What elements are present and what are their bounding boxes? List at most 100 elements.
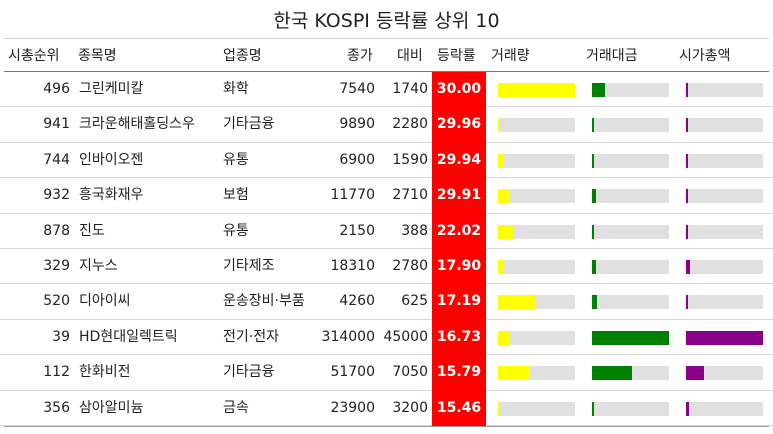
rank-cell: 878 — [43, 222, 70, 239]
rate-cell: 16.73 — [432, 319, 486, 356]
volume-bar — [498, 366, 575, 381]
close-price-cell: 18310 — [330, 257, 375, 274]
rank-cell: 520 — [43, 293, 70, 310]
sector-cell: 기타제조 — [223, 257, 275, 274]
rate-value: 15.79 — [436, 364, 482, 381]
table-title: 한국 KOSPI 등락률 상위 10 — [273, 10, 500, 32]
stock-name-cell: 디아이씨 — [79, 293, 131, 310]
mcap-bar — [686, 189, 763, 204]
mcap-bar — [686, 224, 763, 239]
volume-bar-fill — [498, 295, 535, 310]
amount-bar — [592, 224, 669, 239]
amount-bar — [592, 153, 669, 168]
sector-cell: 화학 — [223, 81, 249, 97]
close-price-cell: 6900 — [339, 151, 375, 168]
col-header-rate[interactable]: 등락률 — [437, 48, 476, 64]
mcap-bar — [686, 295, 763, 310]
rate-value: 16.73 — [436, 328, 482, 345]
stock-name-cell: 삼아알미늄 — [79, 399, 144, 416]
close-price-cell: 11770 — [330, 187, 375, 204]
rate-value: 17.90 — [436, 257, 482, 274]
volume-bar-fill — [498, 224, 513, 239]
amount-bar — [592, 401, 669, 416]
change-cell: 625 — [401, 293, 428, 310]
col-header-close[interactable]: 종가 — [347, 48, 373, 64]
volume-bar — [498, 401, 575, 416]
table-row[interactable]: 39 HD현대일렉트릭 전기·전자 314000 45000 16.73 — [0, 319, 773, 356]
stock-name-cell: 흥국화재우 — [79, 187, 144, 204]
sector-cell: 금속 — [223, 399, 249, 416]
amount-bar-fill — [592, 366, 632, 381]
table-bottom-border — [4, 426, 769, 427]
table-row[interactable]: 520 디아이씨 운송장비·부품 4260 625 17.19 — [0, 284, 773, 320]
amount-bar — [592, 295, 669, 310]
stock-name-cell: 인바이오젠 — [79, 151, 144, 168]
change-cell: 45000 — [383, 328, 428, 345]
rate-value: 22.02 — [436, 222, 482, 239]
volume-bar-fill — [498, 330, 510, 345]
mcap-bar — [686, 118, 763, 133]
sector-cell: 전기·전자 — [223, 328, 279, 345]
rank-cell: 941 — [43, 116, 70, 133]
amount-bar — [592, 189, 669, 204]
mcap-bar-fill — [686, 366, 704, 381]
mcap-bar-fill — [686, 153, 688, 168]
col-header-volume[interactable]: 거래량 — [491, 48, 530, 64]
table-row[interactable]: 112 한화비전 기타금융 51700 7050 15.79 — [0, 355, 773, 391]
volume-bar-fill — [498, 83, 575, 97]
rate-cell: 15.46 — [432, 390, 486, 426]
table-header: 시총순위 종목명 업종명 종가 대비 등락률 거래량 거래대금 시가총액 — [0, 40, 773, 70]
change-cell: 1590 — [392, 151, 428, 168]
volume-bar — [498, 224, 575, 239]
rank-cell: 496 — [43, 81, 70, 97]
close-price-cell: 2150 — [339, 222, 375, 239]
col-header-sector[interactable]: 업종명 — [223, 48, 262, 64]
table-row[interactable]: 878 진도 유통 2150 388 22.02 — [0, 213, 773, 249]
close-price-cell: 4260 — [339, 293, 375, 310]
col-header-rank[interactable]: 시총순위 — [8, 48, 60, 64]
stock-name-cell: 진도 — [79, 222, 105, 239]
rate-cell: 29.94 — [432, 142, 486, 179]
mcap-bar-fill — [686, 401, 689, 416]
table-row[interactable]: 941 크라운해태홀딩스우 기타금융 9890 2280 29.96 — [0, 107, 773, 143]
volume-bar — [498, 295, 575, 310]
table-row[interactable]: 744 인바이오젠 유통 6900 1590 29.94 — [0, 142, 773, 179]
amount-bar-fill — [592, 295, 597, 310]
amount-bar — [592, 83, 669, 97]
table-row[interactable]: 329 지누스 기타제조 18310 2780 17.90 — [0, 248, 773, 285]
rate-cell: 30.00 — [432, 72, 486, 108]
rate-value: 29.96 — [436, 116, 482, 133]
rate-value: 29.91 — [436, 187, 482, 204]
amount-bar-fill — [592, 83, 605, 97]
col-header-name[interactable]: 종목명 — [78, 48, 117, 64]
col-header-change[interactable]: 대비 — [397, 48, 423, 64]
rank-cell: 356 — [43, 399, 70, 416]
sector-cell: 유통 — [223, 222, 249, 239]
table-body: 496 그린케미칼 화학 7540 1740 30.00 941 크라운해태홀딩스우 기타금융 9… — [0, 72, 773, 426]
rate-cell: 29.96 — [432, 107, 486, 143]
close-price-cell: 9890 — [339, 116, 375, 133]
amount-bar — [592, 118, 669, 133]
rank-cell: 744 — [43, 151, 70, 168]
change-cell: 2780 — [392, 257, 428, 274]
amount-bar — [592, 366, 669, 381]
close-price-cell: 51700 — [330, 364, 375, 381]
sector-cell: 운송장비·부품 — [223, 293, 305, 310]
amount-bar — [592, 330, 669, 345]
table-row[interactable]: 932 흥국화재우 보험 11770 2710 29.91 — [0, 178, 773, 214]
rank-cell: 329 — [43, 257, 70, 274]
table-row[interactable]: 356 삼아알미늄 금속 23900 3200 15.46 — [0, 390, 773, 426]
rate-value: 15.46 — [436, 399, 482, 416]
rank-cell: 112 — [43, 364, 70, 381]
col-header-mcap[interactable]: 시가총액 — [679, 48, 731, 64]
mcap-bar — [686, 83, 763, 97]
col-header-amount[interactable]: 거래대금 — [586, 48, 638, 64]
amount-bar-fill — [592, 189, 596, 204]
stock-name-cell: 크라운해태홀딩스우 — [79, 116, 195, 133]
volume-bar — [498, 118, 575, 133]
mcap-bar — [686, 153, 763, 168]
volume-bar — [498, 330, 575, 345]
mcap-bar — [686, 259, 763, 274]
table-row[interactable]: 496 그린케미칼 화학 7540 1740 30.00 — [0, 72, 773, 108]
amount-bar-fill — [592, 259, 596, 274]
